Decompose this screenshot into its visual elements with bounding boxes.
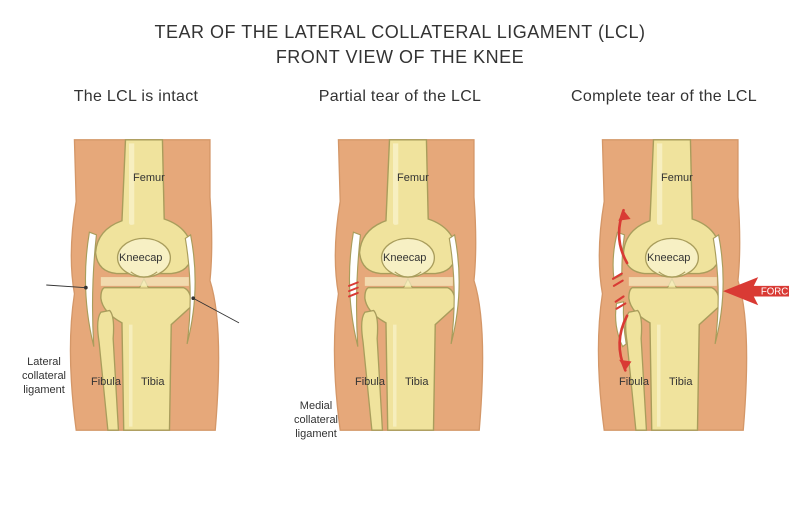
caption-partial: Partial tear of the LCL xyxy=(319,88,482,106)
title-line-1: TEAR OF THE LATERAL COLLATERAL LIGAMENT … xyxy=(0,20,800,45)
label-fibula: Fibula xyxy=(91,376,121,388)
diagram-title: TEAR OF THE LATERAL COLLATERAL LIGAMENT … xyxy=(0,0,800,70)
label-femur: Femur xyxy=(397,172,429,184)
panels-row: The LCL is intact Femur Kneecap Fibula Tibi… xyxy=(0,88,800,450)
label-fibula: Fibula xyxy=(355,376,385,388)
label-tibia: Tibia xyxy=(405,376,428,388)
panel-complete: Complete tear of the LCL FORCE xyxy=(539,88,789,450)
knee-intact: Femur Kneecap Fibula Tibia xyxy=(41,120,231,450)
caption-complete: Complete tear of the LCL xyxy=(571,88,757,106)
label-fibula: Fibula xyxy=(619,376,649,388)
label-femur: Femur xyxy=(661,172,693,184)
knee-complete: FORCE FemurKneecapFibulaTibia xyxy=(569,120,759,450)
label-tibia: Tibia xyxy=(141,376,164,388)
label-femur: Femur xyxy=(133,172,165,184)
panel-intact: The LCL is intact Femur Kneecap Fibula Tibi… xyxy=(11,88,261,450)
label-kneecap: Kneecap xyxy=(647,252,690,264)
label-tibia: Tibia xyxy=(669,376,692,388)
label-lateral-ligament: Lateral collateral ligament xyxy=(15,356,73,397)
panel-partial: Partial tear of the LCL Femur Kneecap Fibu… xyxy=(275,88,525,450)
title-line-2: FRONT VIEW OF THE KNEE xyxy=(0,45,800,70)
force-label: FORCE xyxy=(761,287,795,298)
caption-intact: The LCL is intact xyxy=(74,88,199,106)
label-kneecap: Kneecap xyxy=(383,252,426,264)
knee-partial: Femur Kneecap Fibula Tibia xyxy=(305,120,495,450)
label-kneecap: Kneecap xyxy=(119,252,162,264)
